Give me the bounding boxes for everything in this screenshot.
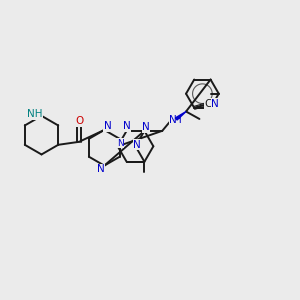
Text: N: N	[211, 99, 219, 109]
Text: N: N	[123, 122, 130, 131]
Text: N: N	[97, 164, 105, 174]
Text: O: O	[75, 116, 83, 126]
Polygon shape	[176, 112, 186, 120]
Text: N: N	[169, 115, 177, 125]
Text: N: N	[142, 122, 150, 132]
Text: NH: NH	[27, 109, 43, 119]
Text: C: C	[205, 99, 212, 109]
Text: N: N	[133, 140, 141, 150]
Text: N: N	[104, 122, 112, 131]
Text: N: N	[117, 139, 123, 148]
Text: H: H	[174, 116, 182, 125]
